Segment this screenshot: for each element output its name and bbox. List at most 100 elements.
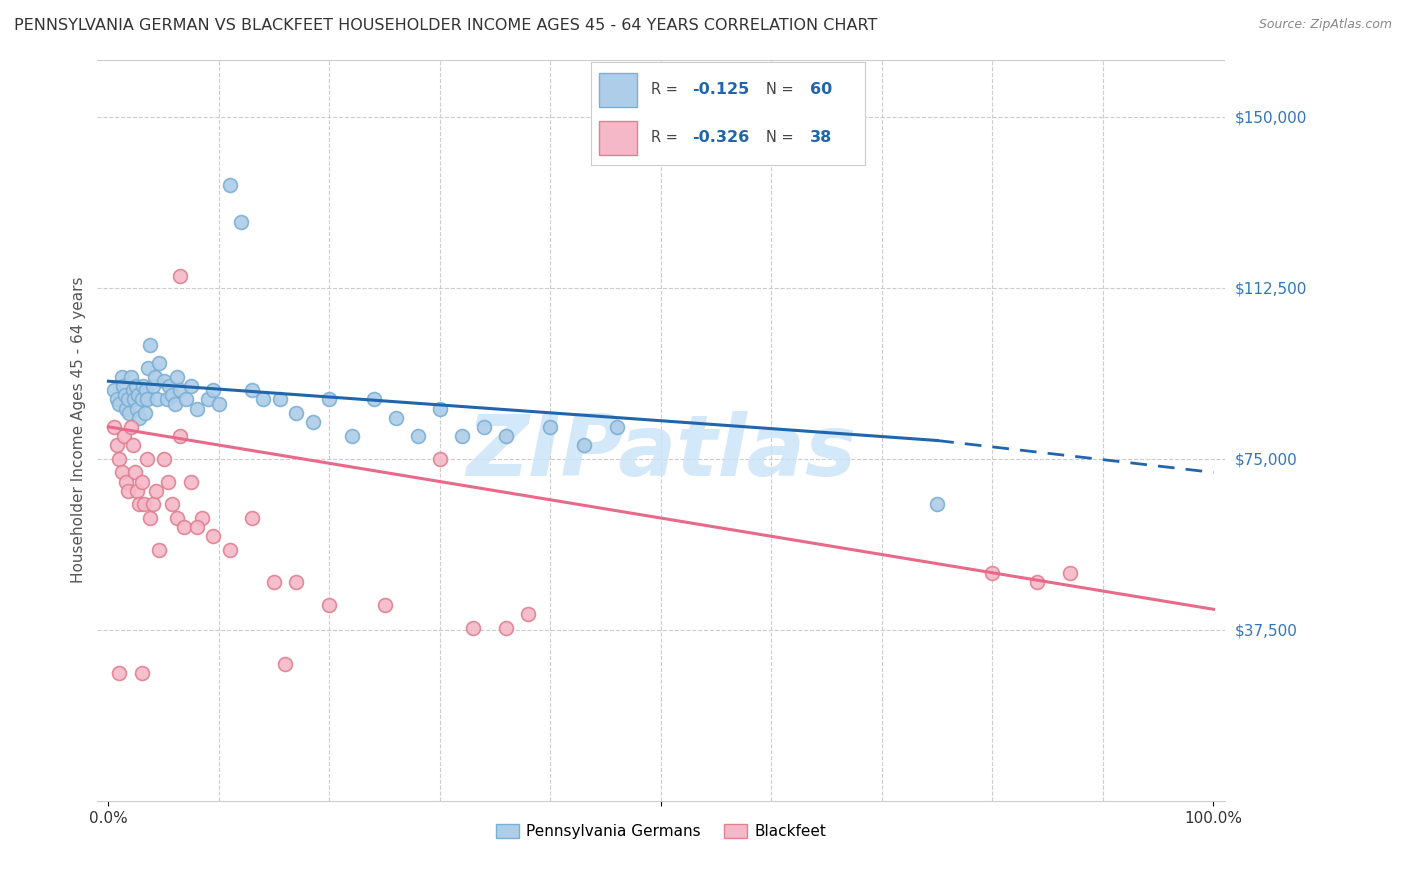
Point xyxy=(927,497,949,511)
Text: 60: 60 xyxy=(810,81,832,96)
Point xyxy=(285,574,308,589)
Point xyxy=(451,429,474,443)
Point xyxy=(384,410,406,425)
Point xyxy=(131,666,153,681)
Point xyxy=(180,475,202,489)
Point xyxy=(131,475,153,489)
Point xyxy=(114,388,136,402)
Point xyxy=(118,406,141,420)
Point xyxy=(472,419,495,434)
Point xyxy=(115,475,138,489)
Bar xyxy=(599,73,637,106)
Point xyxy=(180,378,202,392)
Point xyxy=(197,392,219,407)
Point xyxy=(169,269,191,284)
Point xyxy=(112,429,135,443)
Point xyxy=(173,520,195,534)
Point xyxy=(124,466,146,480)
Point xyxy=(219,543,242,558)
Point xyxy=(517,607,540,621)
Point xyxy=(240,384,263,398)
Point xyxy=(146,392,169,407)
Point xyxy=(142,378,165,392)
Point xyxy=(131,392,153,407)
Point xyxy=(202,384,225,398)
Point xyxy=(429,451,451,466)
Point xyxy=(108,451,131,466)
Point xyxy=(1025,574,1047,589)
Text: -0.326: -0.326 xyxy=(692,130,749,145)
Point xyxy=(121,384,143,398)
Point xyxy=(115,401,138,416)
Point xyxy=(169,384,191,398)
Point xyxy=(606,419,628,434)
Point xyxy=(186,520,208,534)
Point xyxy=(572,438,595,452)
Point xyxy=(120,369,142,384)
Point xyxy=(174,392,197,407)
Point xyxy=(136,360,159,375)
Point xyxy=(148,543,170,558)
Point xyxy=(285,406,308,420)
Point xyxy=(121,438,143,452)
Point xyxy=(127,483,149,498)
Point xyxy=(128,410,150,425)
Point xyxy=(105,438,128,452)
Point xyxy=(139,511,162,525)
Point xyxy=(157,475,180,489)
Point xyxy=(363,392,385,407)
Point xyxy=(127,401,149,416)
Point xyxy=(111,369,134,384)
Point xyxy=(117,483,139,498)
Point xyxy=(145,483,167,498)
Legend: Pennsylvania Germans, Blackfeet: Pennsylvania Germans, Blackfeet xyxy=(489,818,832,845)
Point xyxy=(219,178,242,192)
Text: Source: ZipAtlas.com: Source: ZipAtlas.com xyxy=(1258,18,1392,31)
Text: R =: R = xyxy=(651,130,682,145)
Text: 38: 38 xyxy=(810,130,832,145)
Point xyxy=(152,451,174,466)
Point xyxy=(1059,566,1081,580)
Point xyxy=(538,419,561,434)
Point xyxy=(318,392,340,407)
Point xyxy=(191,511,214,525)
Y-axis label: Householder Income Ages 45 - 64 years: Householder Income Ages 45 - 64 years xyxy=(72,277,86,583)
Point xyxy=(157,378,180,392)
Point xyxy=(406,429,429,443)
Text: ZIPatlas: ZIPatlas xyxy=(465,411,856,494)
Point xyxy=(229,214,252,228)
Point xyxy=(429,401,451,416)
Text: R =: R = xyxy=(651,81,682,96)
Point xyxy=(139,337,162,351)
Point xyxy=(120,419,142,434)
Point xyxy=(269,392,291,407)
Point xyxy=(495,621,517,635)
Point xyxy=(143,369,166,384)
Point xyxy=(135,384,157,398)
Point xyxy=(142,497,165,511)
Point xyxy=(186,401,208,416)
Point xyxy=(136,392,159,407)
Point xyxy=(461,621,484,635)
Point xyxy=(136,451,159,466)
Point xyxy=(169,429,191,443)
Point xyxy=(103,384,125,398)
Point xyxy=(111,466,134,480)
Point xyxy=(374,598,396,612)
Text: N =: N = xyxy=(766,81,799,96)
Point xyxy=(131,378,153,392)
Point xyxy=(318,598,340,612)
Point xyxy=(252,392,274,407)
Text: N =: N = xyxy=(766,130,799,145)
Point xyxy=(162,497,184,511)
Point xyxy=(132,497,155,511)
Point xyxy=(105,392,128,407)
Point xyxy=(163,397,186,411)
Bar xyxy=(599,121,637,155)
Point xyxy=(263,574,285,589)
Point xyxy=(108,397,131,411)
Point xyxy=(108,666,131,681)
Point xyxy=(134,406,156,420)
Point xyxy=(340,429,363,443)
Point xyxy=(148,356,170,370)
